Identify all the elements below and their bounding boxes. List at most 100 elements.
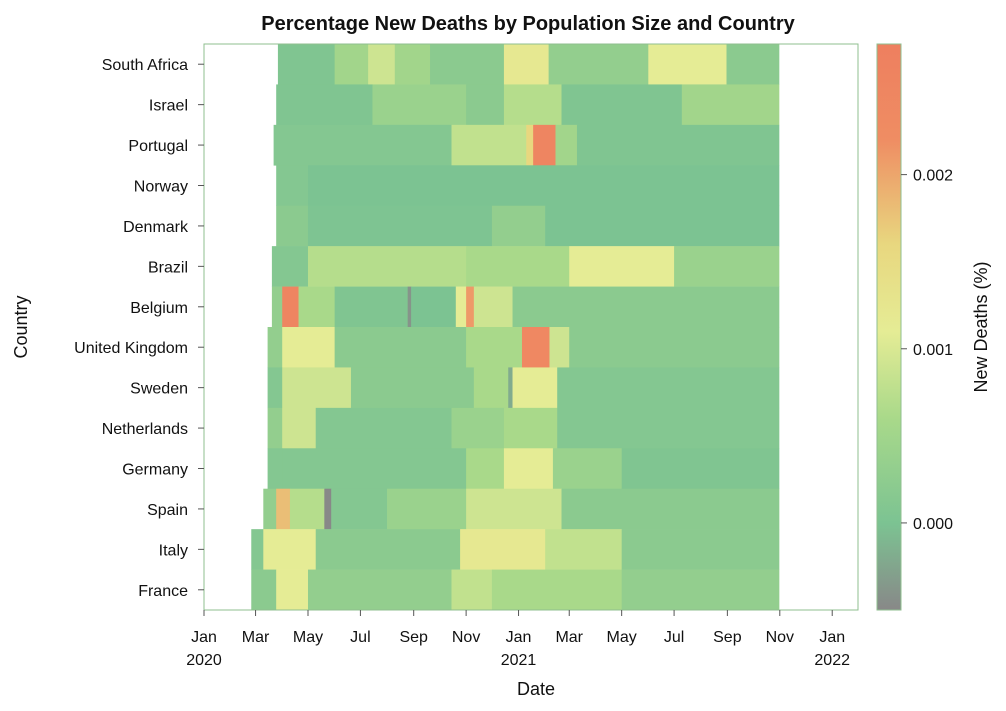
x-axis: Jan 2020 Mar May Jul Sep Nov Jan 2021 Mar May Jul Se… [186, 610, 850, 669]
y-tick-label: Germany [122, 462, 188, 479]
heatmap-cell [298, 286, 336, 328]
heatmap-cell [451, 124, 527, 166]
chart-title: Percentage New Deaths by Population Size… [261, 13, 795, 35]
plot-frame [203, 43, 859, 611]
y-tick-label: Israel [149, 98, 188, 115]
x-tick-label: Jul [350, 629, 370, 646]
y-tick-label: Italy [159, 542, 188, 559]
heatmap-cell [263, 488, 277, 530]
y-tick-label: Belgium [130, 300, 188, 317]
y-tick-label: France [138, 583, 188, 600]
heatmap-cell [307, 165, 780, 207]
heatmap-cell [334, 44, 369, 85]
heatmap-cell [491, 569, 623, 611]
x-tick-label: May [293, 629, 323, 646]
heatmap-cell [576, 124, 780, 166]
x-tick-year-label: 2020 [186, 652, 222, 669]
heatmap-cell [267, 327, 283, 368]
heatmap-cell [533, 124, 556, 166]
heatmap-cell [394, 44, 431, 85]
heatmap-cell [271, 246, 309, 287]
heatmap-cell [526, 124, 534, 166]
heatmap-cell [491, 205, 546, 247]
heatmap-cell [276, 569, 309, 611]
heatmap-cell [569, 327, 780, 368]
heatmap-cell [681, 84, 780, 126]
heatmap-cell [466, 327, 523, 368]
heatmap-cell [621, 529, 780, 570]
heatmap-cell [521, 327, 550, 368]
heatmap-cell [473, 367, 509, 409]
heatmap-cell [324, 488, 332, 530]
heatmap-cell [674, 246, 780, 287]
heatmap-cell [503, 84, 562, 126]
x-tick-label: May [607, 629, 637, 646]
heatmap-cell [512, 286, 780, 328]
x-tick-label: Mar [242, 629, 270, 646]
heatmap-cell [407, 286, 412, 328]
x-tick-label: Jul [664, 629, 684, 646]
y-tick-label: Denmark [123, 219, 189, 236]
heatmap-cell [334, 286, 409, 328]
x-axis-label: Date [517, 679, 555, 699]
heatmap-cell [512, 367, 558, 409]
heatmap-cell [282, 367, 352, 409]
heatmap-cell [276, 488, 291, 530]
heatmap-cell [307, 569, 452, 611]
heatmap-cells [251, 44, 780, 611]
x-tick-year-label: 2022 [814, 652, 850, 669]
heatmap-cell [621, 569, 780, 611]
x-tick-label: Mar [555, 629, 583, 646]
heatmap-cell [267, 407, 283, 449]
heatmap-cell [282, 327, 336, 368]
heatmap-cell [289, 488, 325, 530]
heatmap-cell [271, 286, 283, 328]
y-tick-label: Norway [134, 179, 188, 196]
heatmap-cell [621, 448, 780, 490]
heatmap-cell [277, 44, 336, 85]
heatmap-cell [561, 488, 780, 530]
heatmap-cell [503, 448, 554, 490]
colorbar-tick-label: 0.000 [913, 516, 953, 533]
heatmap-cell [273, 124, 452, 166]
heatmap-cell [315, 529, 461, 570]
heatmap-cell [455, 286, 467, 328]
heatmap-cell [387, 488, 467, 530]
x-tick-label: Jan [819, 629, 845, 646]
colorbar-tick-label: 0.002 [913, 168, 953, 185]
y-tick-label: Sweden [130, 381, 188, 398]
heatmap-cell [276, 205, 309, 247]
y-tick-label: Portugal [128, 138, 188, 155]
x-tick-label: Nov [766, 629, 794, 646]
heatmap-cell [282, 286, 299, 328]
heatmap-cell [307, 246, 467, 287]
heatmap-cell [466, 246, 570, 287]
colorbar-label: New Deaths (%) [971, 261, 991, 392]
heatmap-cell [561, 84, 683, 126]
heatmap-cell [549, 327, 570, 368]
heatmap-cell [267, 448, 283, 490]
heatmap-cell [555, 124, 578, 166]
y-axis: South Africa Israel Portugal Norway Denmark B… [74, 57, 204, 600]
heatmap-cell [548, 44, 649, 85]
heatmap-cell [315, 407, 452, 449]
y-axis-label: Country [11, 295, 31, 358]
heatmap-cell [466, 84, 505, 126]
heatmap-cell [466, 448, 505, 490]
heatmap-cell [411, 286, 457, 328]
heatmap-cell [466, 286, 475, 328]
heatmap-cell [508, 367, 513, 409]
x-tick-label: Sep [713, 629, 742, 646]
heatmap-cell [350, 367, 475, 409]
heatmap-cell [430, 44, 505, 85]
x-tick-label: Jan [506, 629, 532, 646]
colorbar-ticks: 0.000 0.001 0.002 [901, 168, 953, 533]
heatmap-cell [276, 84, 373, 126]
colorbar-tick-label: 0.001 [913, 342, 953, 359]
heatmap-cell [503, 44, 550, 85]
heatmap-cell [503, 407, 558, 449]
heatmap-cell [473, 286, 513, 328]
y-tick-label: Netherlands [102, 421, 188, 438]
heatmap-cell [460, 529, 546, 570]
